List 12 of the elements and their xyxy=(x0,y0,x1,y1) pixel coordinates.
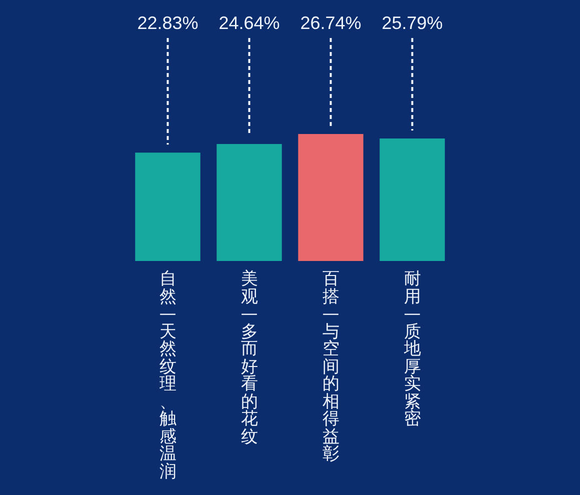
bar xyxy=(298,134,364,261)
category-label: 自然—天然纹理、触感温润 xyxy=(159,269,176,482)
bar xyxy=(216,144,282,261)
category-label: 耐用—质地厚实紧密 xyxy=(404,269,421,429)
bar xyxy=(380,138,445,261)
bar xyxy=(135,152,200,261)
data-label: 24.64% xyxy=(218,13,280,33)
data-label: 22.83% xyxy=(137,13,198,33)
data-label: 25.79% xyxy=(382,13,443,33)
category-label: 美观—多而好看的花纹 xyxy=(240,269,258,446)
category-label: 百搭—与空间的相得益彰 xyxy=(322,269,340,464)
data-label: 26.74% xyxy=(300,13,362,33)
